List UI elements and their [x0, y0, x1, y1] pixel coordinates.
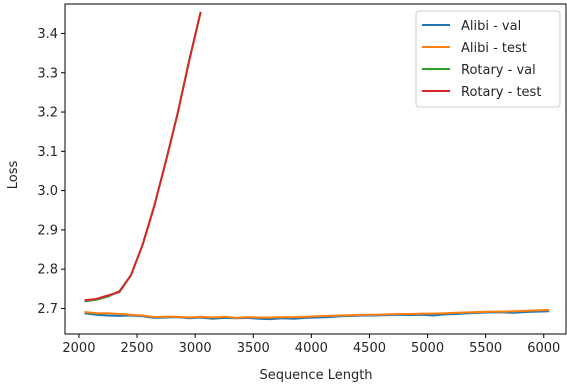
x-tick-label: 4500 [353, 341, 386, 356]
x-tick-label: 5500 [469, 341, 502, 356]
legend-label: Rotary - test [461, 85, 541, 100]
series-line-alibi-test [84, 309, 550, 319]
series-line-rotary-test [84, 11, 202, 302]
x-tick-label: 3000 [179, 341, 212, 356]
x-axis-label: Sequence Length [259, 368, 372, 383]
y-tick-label: 3.1 [37, 145, 58, 160]
x-tick-label: 2000 [62, 341, 95, 356]
x-tick-label: 4000 [295, 341, 328, 356]
y-tick-label: 2.7 [37, 302, 58, 317]
legend: Alibi - val Alibi - test Rotary - val Rotar… [415, 10, 561, 108]
y-tick-label: 2.8 [37, 263, 58, 278]
y-tick-label: 3.3 [37, 66, 58, 81]
series-line-rotary-val [84, 11, 202, 303]
legend-label: Alibi - test [461, 41, 527, 56]
y-tick-label: 3.0 [37, 184, 58, 199]
plot-frame [64, 3, 567, 335]
x-tick-label: 5000 [411, 341, 444, 356]
x-tick-label: 3500 [237, 341, 270, 356]
y-axis-label: Loss [6, 161, 21, 190]
legend-box [415, 10, 561, 108]
legend-label: Alibi - val [461, 19, 521, 34]
y-tick-label: 3.4 [37, 27, 58, 42]
y-tick-label: 2.9 [37, 223, 58, 238]
y-tick-label: 3.2 [37, 106, 58, 121]
x-tick-label: 6000 [527, 341, 560, 356]
legend-label: Rotary - val [461, 63, 536, 78]
x-tick-label: 2500 [120, 341, 153, 356]
